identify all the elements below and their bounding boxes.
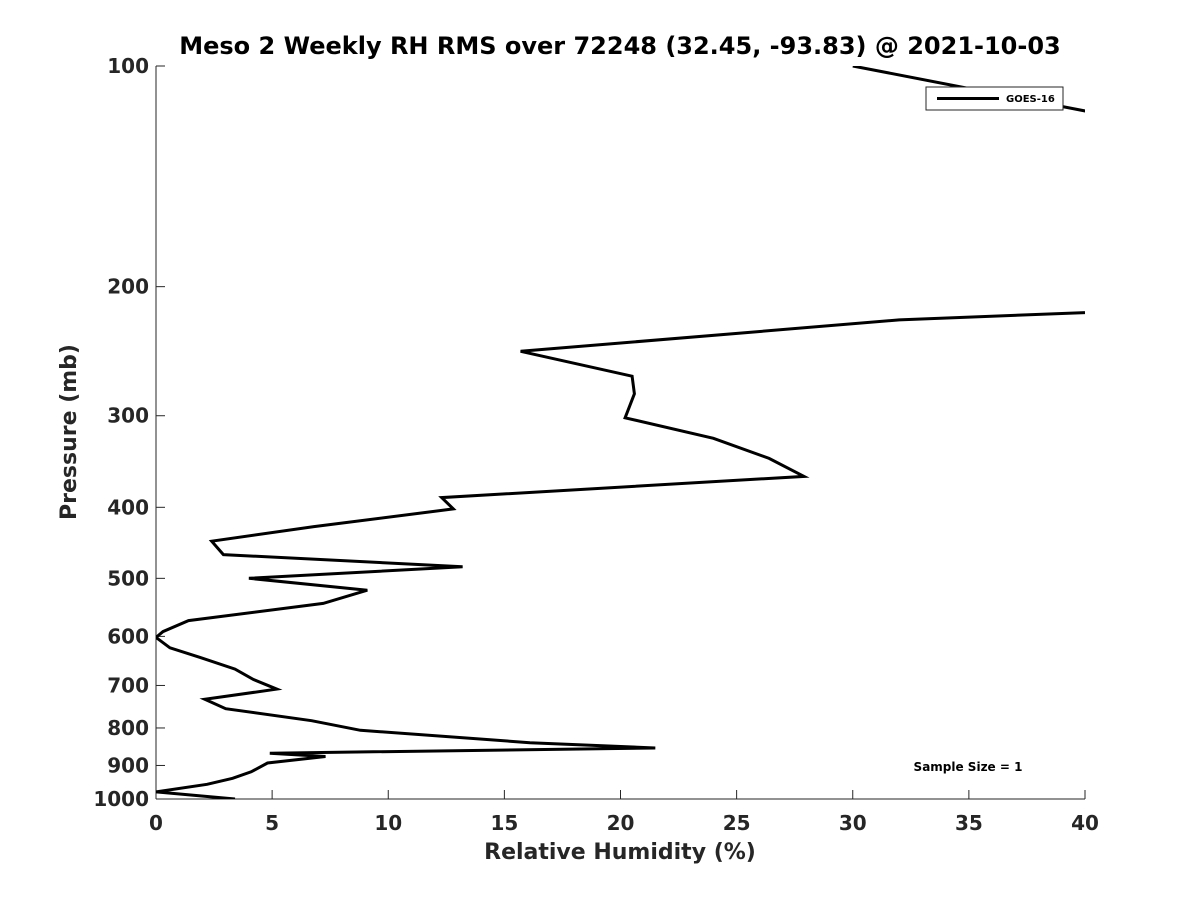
series-layer xyxy=(156,66,1085,799)
y-tick-label: 500 xyxy=(107,566,149,590)
y-tick-label: 600 xyxy=(107,624,149,648)
legend[interactable]: GOES-16 xyxy=(925,86,1064,111)
x-ticks: 0 5 10 15 20 25 30 35 40 xyxy=(149,790,1099,835)
x-tick-label: 0 xyxy=(149,811,163,835)
x-tick-label: 20 xyxy=(607,811,635,835)
y-tick-label: 700 xyxy=(107,673,149,697)
y-tick-label: 1000 xyxy=(93,787,149,811)
axes xyxy=(155,66,1085,800)
y-tick-label: 800 xyxy=(107,716,149,740)
sample-size-annotation: Sample Size = 1 xyxy=(914,760,1023,774)
y-tick-label: 900 xyxy=(107,753,149,777)
x-tick-label: 25 xyxy=(723,811,751,835)
x-tick-label: 10 xyxy=(374,811,402,835)
y-tick-label: 200 xyxy=(107,275,149,299)
x-tick-label: 30 xyxy=(839,811,867,835)
y-tick-label: 400 xyxy=(107,495,149,519)
y-ticks: 100 200 300 400 500 600 700 800 900 1000 xyxy=(93,54,165,811)
y-axis-label: Pressure (mb) xyxy=(57,344,82,520)
x-tick-label: 40 xyxy=(1071,811,1099,835)
x-tick-label: 35 xyxy=(955,811,983,835)
x-tick-label: 5 xyxy=(265,811,279,835)
chart-title: Meso 2 Weekly RH RMS over 72248 (32.45, … xyxy=(179,32,1061,60)
x-axis-label: Relative Humidity (%) xyxy=(484,840,756,865)
y-tick-label: 100 xyxy=(107,54,149,78)
series-line xyxy=(156,311,1085,799)
y-tick-label: 300 xyxy=(107,404,149,428)
legend-label: GOES-16 xyxy=(1006,94,1055,105)
x-tick-label: 15 xyxy=(490,811,518,835)
